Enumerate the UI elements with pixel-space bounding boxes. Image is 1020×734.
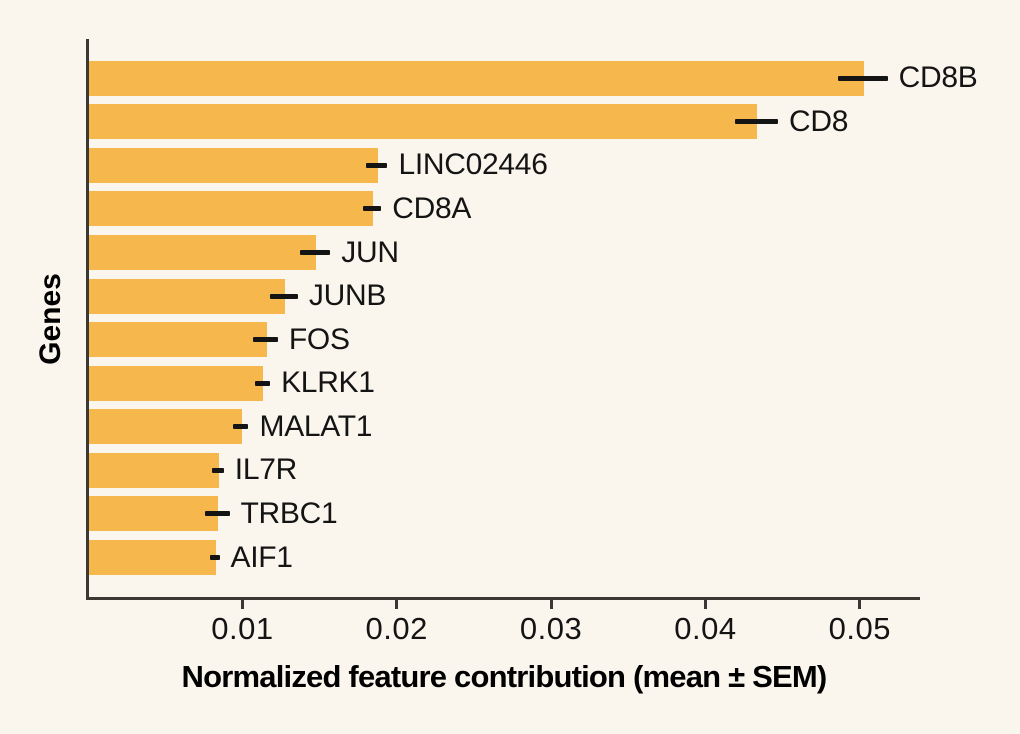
gene-label-junb: JUNB: [308, 279, 387, 313]
bar-trbc1: [89, 496, 219, 532]
error-bar-klrk1: [254, 380, 271, 386]
error-bar-il7r: [211, 467, 224, 473]
bar-fos: [89, 322, 267, 358]
gene-label-linc02446: LINC02446: [398, 148, 548, 182]
x-axis-spine: [86, 597, 920, 600]
x-tick-mark-0.03: [549, 600, 553, 609]
bar-cd8: [89, 104, 758, 140]
error-bar-fos: [253, 337, 278, 343]
error-bar-aif1: [210, 555, 220, 560]
x-axis-label: Normalized feature contribution (mean ± …: [181, 659, 828, 694]
gene-label-cd8b: CD8B: [898, 61, 978, 95]
bar-linc02446: [89, 147, 378, 183]
gene-label-trbc1: TRBC1: [240, 496, 338, 530]
error-bar-cd8: [734, 119, 778, 125]
gene-label-cd8: CD8: [789, 104, 849, 138]
error-bar-malat1: [233, 424, 249, 430]
bar-klrk1: [89, 365, 264, 401]
x-tick-mark-0.04: [703, 600, 707, 609]
gene-label-cd8a: CD8A: [392, 191, 472, 225]
x-tick-mark-0.01: [240, 600, 244, 609]
error-bar-cd8b: [838, 75, 888, 81]
error-bar-trbc1: [204, 511, 230, 517]
bar-il7r: [89, 452, 219, 488]
bar-malat1: [89, 409, 242, 445]
bar-jun: [89, 235, 316, 270]
x-tick-mark-0.05: [858, 600, 862, 609]
bar-cd8b: [89, 60, 864, 96]
gene-label-klrk1: KLRK1: [281, 366, 375, 400]
gene-label-il7r: IL7R: [234, 453, 297, 487]
gene-label-jun: JUN: [341, 235, 399, 269]
error-bar-junb: [270, 293, 298, 299]
error-bar-jun: [299, 250, 331, 255]
bar-junb: [89, 278, 285, 314]
y-axis-spine: [86, 39, 89, 600]
x-tick-label-0.01: 0.01: [211, 611, 274, 646]
bar-aif1: [89, 540, 216, 575]
error-bar-cd8a: [362, 206, 382, 212]
gene-label-fos: FOS: [288, 322, 350, 356]
gene-label-malat1: MALAT1: [259, 409, 373, 443]
error-bar-linc02446: [365, 162, 388, 168]
x-tick-label-0.03: 0.03: [519, 611, 583, 646]
bar-cd8a: [89, 191, 373, 227]
x-tick-label-0.05: 0.05: [828, 611, 891, 646]
x-tick-label-0.04: 0.04: [674, 611, 737, 646]
x-tick-label-0.02: 0.02: [365, 611, 428, 646]
gene-label-aif1: AIF1: [230, 540, 293, 574]
x-tick-mark-0.02: [395, 600, 399, 609]
